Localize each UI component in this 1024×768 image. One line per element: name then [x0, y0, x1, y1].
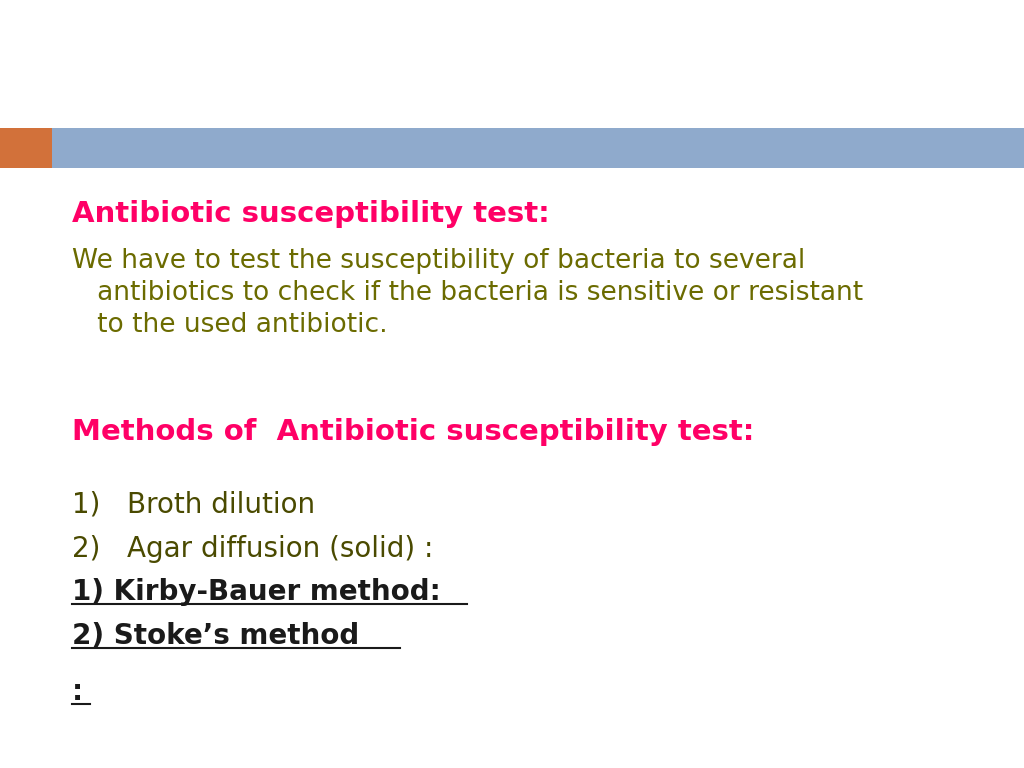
Text: antibiotics to check if the bacteria is sensitive or resistant: antibiotics to check if the bacteria is … — [72, 280, 863, 306]
Text: :: : — [72, 678, 83, 706]
Text: 1)   Broth dilution: 1) Broth dilution — [72, 490, 315, 518]
Bar — [0, 128, 52, 168]
Text: Antibiotic susceptibility test:: Antibiotic susceptibility test: — [72, 200, 550, 228]
Text: We have to test the susceptibility of bacteria to several: We have to test the susceptibility of ba… — [72, 248, 805, 274]
Bar — [52, 128, 1024, 168]
Text: 2) Stoke’s method: 2) Stoke’s method — [72, 622, 359, 650]
Text: to the used antibiotic.: to the used antibiotic. — [72, 312, 388, 338]
Text: 2)   Agar diffusion (solid) :: 2) Agar diffusion (solid) : — [72, 535, 433, 563]
Text: Methods of  Antibiotic susceptibility test:: Methods of Antibiotic susceptibility tes… — [72, 418, 755, 446]
Text: 1) Kirby-Bauer method:: 1) Kirby-Bauer method: — [72, 578, 440, 606]
